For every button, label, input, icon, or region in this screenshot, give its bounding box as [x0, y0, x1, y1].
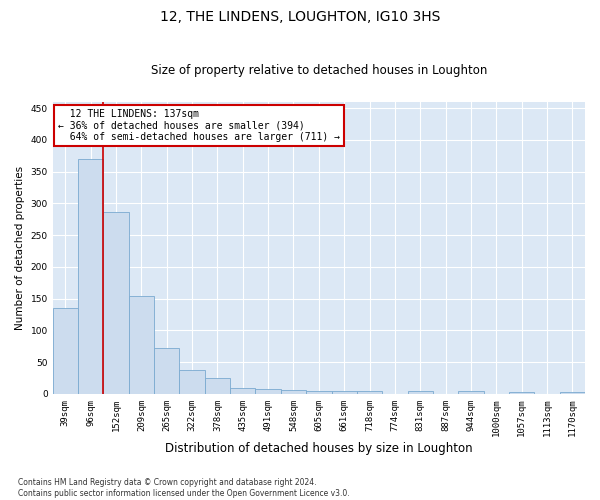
Bar	[103, 212, 129, 394]
Bar	[230, 388, 256, 394]
Bar	[306, 392, 332, 394]
Text: 12, THE LINDENS, LOUGHTON, IG10 3HS: 12, THE LINDENS, LOUGHTON, IG10 3HS	[160, 10, 440, 24]
Bar	[78, 159, 103, 394]
Bar	[407, 392, 433, 394]
Bar	[205, 378, 230, 394]
Bar	[179, 370, 205, 394]
Bar	[256, 389, 281, 394]
Bar	[560, 392, 585, 394]
Text: Contains HM Land Registry data © Crown copyright and database right 2024.
Contai: Contains HM Land Registry data © Crown c…	[18, 478, 350, 498]
Y-axis label: Number of detached properties: Number of detached properties	[15, 166, 25, 330]
Text: 12 THE LINDENS: 137sqm
← 36% of detached houses are smaller (394)
  64% of semi-: 12 THE LINDENS: 137sqm ← 36% of detached…	[58, 109, 340, 142]
Bar	[509, 392, 535, 394]
Bar	[281, 390, 306, 394]
X-axis label: Distribution of detached houses by size in Loughton: Distribution of detached houses by size …	[165, 442, 473, 455]
Bar	[458, 392, 484, 394]
Bar	[357, 392, 382, 394]
Bar	[154, 348, 179, 394]
Title: Size of property relative to detached houses in Loughton: Size of property relative to detached ho…	[151, 64, 487, 77]
Bar	[53, 308, 78, 394]
Bar	[129, 296, 154, 394]
Bar	[332, 392, 357, 394]
